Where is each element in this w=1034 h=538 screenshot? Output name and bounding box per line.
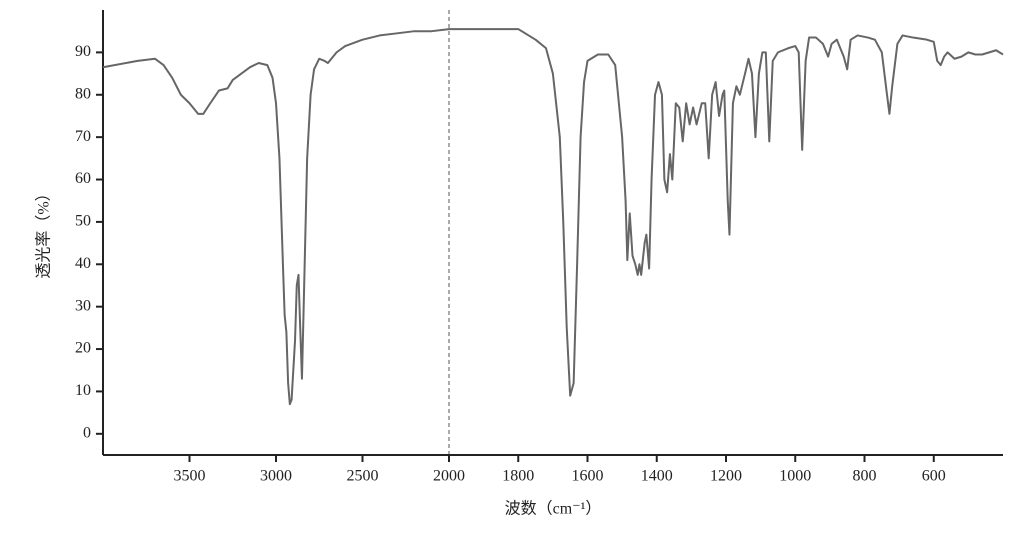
y-tick-label: 0 [83, 424, 91, 441]
x-tick-label: 1800 [502, 468, 534, 485]
y-tick-label: 70 [75, 128, 91, 145]
x-tick-label: 1000 [779, 468, 811, 485]
y-tick-label: 20 [75, 340, 91, 357]
y-tick-label: 60 [75, 170, 91, 187]
y-tick-label: 90 [75, 43, 91, 60]
y-tick-label: 30 [75, 297, 91, 314]
x-tick-label: 2500 [347, 468, 379, 485]
y-tick-label: 10 [75, 382, 91, 399]
y-tick-label: 40 [75, 255, 91, 272]
x-tick-label: 600 [922, 468, 946, 485]
x-tick-label: 1600 [572, 468, 604, 485]
x-tick-label: 1200 [710, 468, 742, 485]
y-axis-label: 透光率（%） [35, 185, 53, 278]
x-tick-label: 2000 [433, 468, 465, 485]
x-tick-label: 3000 [260, 468, 292, 485]
x-tick-label: 800 [853, 468, 877, 485]
x-tick-label: 3500 [174, 468, 206, 485]
x-tick-label: 1400 [641, 468, 673, 485]
y-tick-label: 80 [75, 85, 91, 102]
spectrum-line [102, 28, 1004, 406]
y-tick-label: 50 [75, 213, 91, 230]
x-axis-label: 波数（cm⁻¹） [505, 500, 602, 518]
